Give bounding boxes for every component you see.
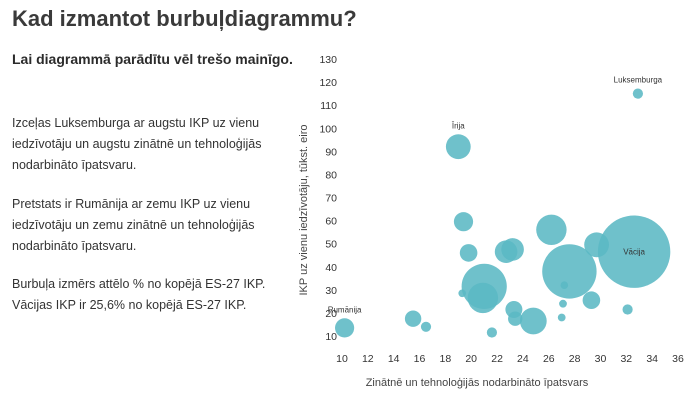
x-tick-label: 18 [440, 353, 452, 365]
y-tick-label: 80 [325, 169, 337, 181]
bubble-layer [335, 88, 671, 338]
x-tick-label: 20 [465, 353, 477, 365]
bubble-point [584, 232, 609, 258]
paragraph-luxembourg: Izceļas Luksemburga ar augstu IKP uz vie… [12, 116, 262, 172]
x-tick-label: 16 [414, 353, 426, 365]
bubble-point [542, 244, 597, 299]
x-tick-label: 28 [569, 353, 581, 365]
y-tick-label: 90 [325, 146, 337, 158]
x-tick-label: 14 [388, 353, 400, 365]
y-tick-label: 20 [325, 308, 337, 320]
y-tick-label: 40 [325, 262, 337, 274]
bubble-point [597, 215, 671, 288]
bubble-point [458, 289, 467, 298]
bubble-point [420, 321, 432, 332]
bubble-point [519, 307, 547, 335]
bubble-label: Īrija [452, 121, 465, 130]
page-title: Kad izmantot burbuļdiagrammu? [12, 6, 357, 31]
y-tick-label: 130 [319, 54, 337, 66]
bubble-point [557, 313, 566, 322]
bubble-point [536, 214, 567, 245]
paragraph-bubble-size: Burbuļa izmērs attēlo % no kopējā ES-27 … [12, 277, 266, 312]
x-axis-label: Zinātnē un tehnoloģijās nodarbināto īpat… [366, 376, 589, 389]
bubble-point [459, 244, 478, 262]
y-tick-label: 50 [325, 239, 337, 251]
bubble-point [486, 327, 497, 338]
bubble-label: Rumānija [328, 305, 362, 314]
bubble-point [632, 88, 644, 99]
bubble-point [467, 282, 499, 314]
y-tick-label: 60 [325, 216, 337, 228]
y-tick-label: 120 [319, 77, 337, 89]
x-tick-label: 32 [620, 353, 632, 365]
y-tick-labels: 10 20 30 40 50 60 70 80 90 100 110 120 130 [319, 54, 337, 343]
y-axis-label: IKP uz vienu iedzīvotāju, tūkst. eiro [298, 125, 310, 296]
x-tick-label: 24 [517, 353, 529, 365]
bubble-point [560, 281, 569, 290]
bubble-point [559, 299, 567, 308]
bubble-label-layer: Rumānija Īrija Vācija Luksemburga [328, 76, 663, 315]
bubble-point [335, 318, 355, 338]
x-tick-label: 30 [595, 353, 607, 365]
paragraph-romania: Pretstats ir Rumānija ar zemu IKP uz vie… [12, 197, 255, 253]
y-tick-label: 30 [325, 285, 337, 297]
x-tick-labels: 10 12 14 16 18 20 22 24 26 28 30 32 34 36 [336, 353, 684, 365]
bubble-point [404, 310, 422, 327]
bubble-point [501, 238, 524, 261]
y-tick-label: 100 [319, 123, 337, 135]
x-tick-label: 36 [672, 353, 684, 365]
y-tick-label: 70 [325, 193, 337, 205]
bubble-point [508, 311, 523, 326]
page-subtitle: Lai diagrammā parādītu vēl trešo mainīgo… [12, 51, 293, 67]
x-tick-label: 26 [543, 353, 555, 365]
bubble-point [445, 134, 471, 160]
y-tick-label: 10 [325, 331, 337, 343]
bubble-point [622, 304, 633, 315]
x-tick-label: 10 [336, 353, 348, 365]
x-tick-label: 34 [646, 353, 658, 365]
bubble-point [582, 291, 601, 310]
x-tick-label: 12 [362, 353, 374, 365]
y-tick-label: 110 [320, 100, 337, 112]
bubble-point [453, 212, 474, 232]
bubble-label: Vācija [623, 248, 645, 257]
x-tick-label: 22 [491, 353, 503, 365]
bubble-label: Luksemburga [614, 76, 663, 85]
